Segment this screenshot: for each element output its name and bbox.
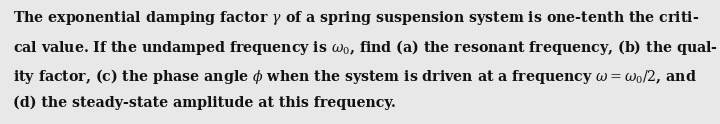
Text: cal value. If the undamped frequency is $\omega_0$, find (a) the resonant freque: cal value. If the undamped frequency is … xyxy=(13,38,718,57)
Text: (d) the steady-state amplitude at this frequency.: (d) the steady-state amplitude at this f… xyxy=(13,96,396,110)
Text: The exponential damping factor $\gamma$ of a spring suspension system is one-ten: The exponential damping factor $\gamma$ … xyxy=(13,9,699,27)
Text: ity factor, (c) the phase angle $\phi$ when the system is driven at a frequency : ity factor, (c) the phase angle $\phi$ w… xyxy=(13,67,697,86)
